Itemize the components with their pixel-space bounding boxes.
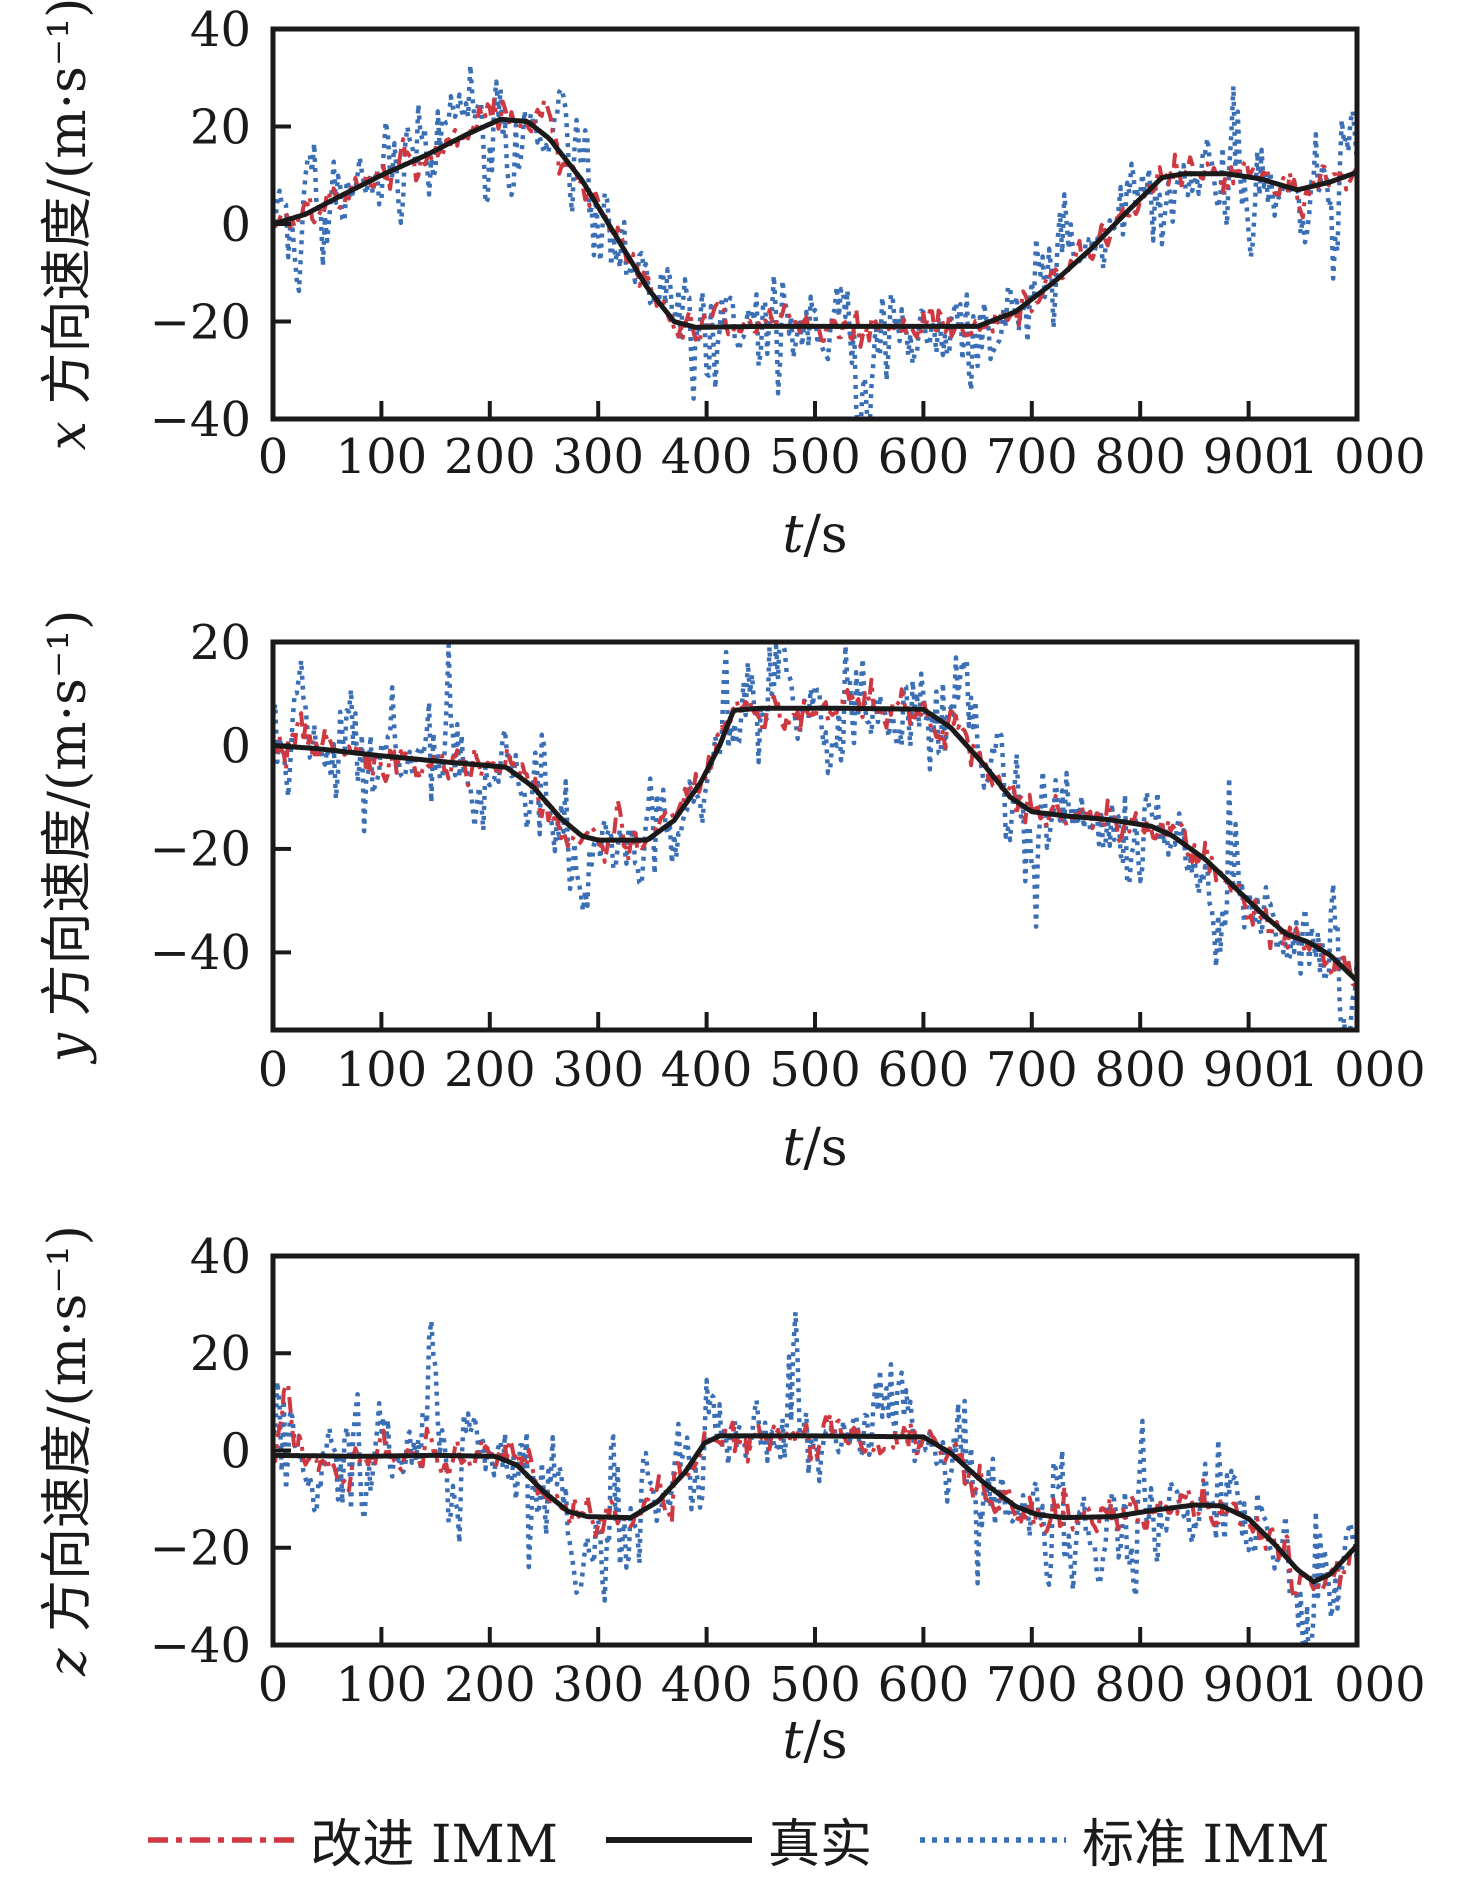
x-tick-label: 600 xyxy=(878,1657,970,1713)
chart-x-velocity: 40 20 0 −20 −40 0 100 200 300 400 500 600 700 800 900 1… xyxy=(0,0,1476,580)
series-standard-line xyxy=(273,62,1357,419)
legend-swatch-dotted-icon xyxy=(920,1836,1066,1843)
x-tick-label: 800 xyxy=(1094,429,1186,485)
legend-item-improved-imm: 改进 IMM xyxy=(146,1802,558,1877)
y-tick-label: −40 xyxy=(150,925,251,981)
legend: 改进 IMM 真实 标准 IMM xyxy=(0,1800,1476,1879)
series-improved-line xyxy=(273,677,1357,988)
axes-box xyxy=(270,26,1360,422)
x-tick-label: 200 xyxy=(444,1657,536,1713)
x-tick-label: 100 xyxy=(336,1042,428,1098)
x-axis-label: t/s xyxy=(782,1711,847,1771)
series-improved-line xyxy=(273,97,1357,349)
x-tick-label: 0 xyxy=(258,429,289,485)
x-axis-label: t/s xyxy=(782,505,847,565)
plot-series-group xyxy=(273,642,1357,1030)
x-tick-label: 900 xyxy=(1203,429,1295,485)
y-tick-label: −40 xyxy=(150,392,251,448)
y-tick-label: 20 xyxy=(190,99,251,155)
legend-item-true: 真实 xyxy=(604,1802,872,1877)
y-tick-label: 40 xyxy=(190,1229,251,1285)
x-tick-label: 100 xyxy=(336,429,428,485)
x-tick-label: 800 xyxy=(1094,1042,1186,1098)
x-tick-label: 900 xyxy=(1203,1042,1295,1098)
x-tick-label: 700 xyxy=(986,1042,1078,1098)
plot-series-group xyxy=(273,1309,1357,1645)
series-standard-line xyxy=(273,642,1357,1030)
series-true-line xyxy=(273,116,1357,330)
plot-series-group xyxy=(273,62,1357,419)
axes-box xyxy=(270,1253,1360,1648)
x-tick-label: 1 000 xyxy=(1288,1042,1425,1098)
series-true-line xyxy=(273,705,1357,983)
y-tick-label: 0 xyxy=(220,718,251,774)
axes-box xyxy=(270,639,1360,1033)
x-tick-label: 1 000 xyxy=(1288,429,1425,485)
x-tick-label: 700 xyxy=(986,1657,1078,1713)
legend-swatch-dashdot-icon xyxy=(148,1836,295,1843)
x-tick-label: 0 xyxy=(258,1042,289,1098)
x-tick-label: 700 xyxy=(986,429,1078,485)
legend-swatch-solid-icon xyxy=(605,1836,752,1843)
legend-label-standard-imm: 标准 IMM xyxy=(1082,1815,1330,1875)
x-tick-label: 800 xyxy=(1094,1657,1186,1713)
y-tick-label: 40 xyxy=(190,2,251,58)
x-tick-label: 100 xyxy=(336,1657,428,1713)
x-tick-label: 300 xyxy=(552,1042,644,1098)
series-standard-line xyxy=(273,1309,1357,1645)
x-tick-label: 200 xyxy=(444,1042,536,1098)
y-axis-label: y 方向速度/(m·s⁻¹) xyxy=(38,610,98,1065)
y-tick-label: −20 xyxy=(150,1521,251,1577)
y-tick-label: 20 xyxy=(190,615,251,671)
x-tick-label: 300 xyxy=(552,1657,644,1713)
x-tick-label: 600 xyxy=(878,429,970,485)
x-tick-label: 400 xyxy=(661,1042,753,1098)
x-tick-label: 1 000 xyxy=(1288,1657,1425,1713)
x-tick-label: 500 xyxy=(769,1042,861,1098)
x-tick-label: 200 xyxy=(444,429,536,485)
x-tick-label: 300 xyxy=(552,429,644,485)
series-improved-line xyxy=(273,1382,1357,1601)
legend-item-standard-imm: 标准 IMM xyxy=(918,1802,1330,1877)
x-tick-label: 600 xyxy=(878,1042,970,1098)
x-tick-label: 0 xyxy=(258,1657,289,1713)
x-tick-label: 500 xyxy=(769,1657,861,1713)
legend-label-true: 真实 xyxy=(767,1815,872,1875)
x-tick-label: 400 xyxy=(661,429,753,485)
y-tick-label: 20 xyxy=(190,1326,251,1382)
chart-z-velocity: 40 20 0 −20 −40 0 100 200 300 400 500 600 700 800 900 1… xyxy=(0,1180,1476,1800)
x-tick-label: 400 xyxy=(661,1657,753,1713)
y-tick-label: −20 xyxy=(150,822,251,878)
series-true-line xyxy=(273,1433,1357,1585)
y-tick-label: −40 xyxy=(150,1618,251,1674)
y-axis-label: z 方向速度/(m·s⁻¹) xyxy=(38,1225,98,1677)
legend-label-improved-imm: 改进 IMM xyxy=(310,1815,558,1875)
y-axis-label: x 方向速度/(m·s⁻¹) xyxy=(38,0,98,450)
chart-y-velocity: 20 0 −20 −40 0 100 200 300 400 500 600 700 800 900 1 0… xyxy=(0,580,1476,1180)
y-tick-label: −20 xyxy=(150,294,251,350)
y-tick-label: 0 xyxy=(220,1423,251,1479)
x-tick-label: 900 xyxy=(1203,1657,1295,1713)
x-tick-label: 500 xyxy=(769,429,861,485)
x-axis-label: t/s xyxy=(782,1118,847,1178)
y-tick-label: 0 xyxy=(220,197,251,253)
